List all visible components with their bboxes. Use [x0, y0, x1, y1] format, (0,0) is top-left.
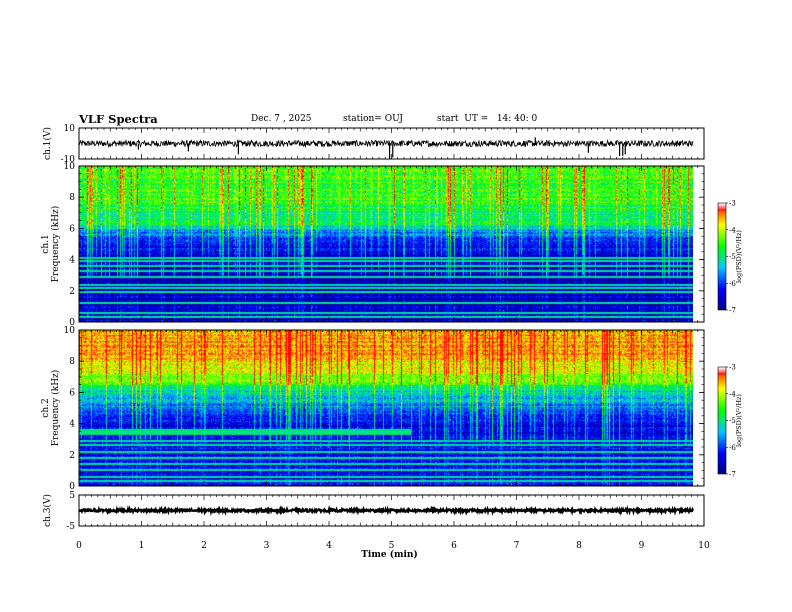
x-tick-label: 7 — [514, 541, 520, 551]
colorbar-tick-label: -4 — [729, 390, 736, 398]
x-axis-label: Time (min) — [361, 549, 418, 560]
figure-title: VLF Spectra — [79, 112, 158, 126]
y-tick-label-ch1-spectrogram: 2 — [69, 287, 75, 297]
x-tick-label: 9 — [639, 541, 645, 551]
y-tick-label-ch1-spectrogram: 10 — [64, 162, 76, 172]
colorbar-tick-label: -7 — [729, 307, 736, 315]
colorbar-tick-label: -3 — [729, 200, 736, 208]
x-tick-label: 3 — [264, 541, 270, 551]
colorbar-label: log(PSD)(V²/Hz) — [735, 230, 743, 283]
x-tick-label: 10 — [698, 541, 710, 551]
colorbar-image-ch2 — [718, 367, 726, 474]
x-tick-label: 0 — [76, 541, 82, 551]
y-tick-label-ch2-spectrogram: 6 — [69, 388, 75, 398]
colorbar-tick-label: -6 — [729, 444, 736, 452]
colorbar-tick-label: -5 — [729, 417, 736, 425]
colorbar-tick-label: -7 — [729, 471, 736, 479]
y-tick-label-ch1-spectrogram: 0 — [69, 318, 75, 328]
spectrogram-image-ch2-spectrogram — [79, 330, 693, 486]
y-tick-label-ch2-spectrogram: 2 — [69, 451, 75, 461]
station-label: station= OUJ — [343, 114, 404, 124]
y-tick-label-ch1-spectrogram: 6 — [69, 224, 75, 234]
x-tick-label: 8 — [576, 541, 582, 551]
waveform-trace-ch1-waveform — [78, 138, 694, 149]
y-axis-label-ch2-spectrogram: Frequency (kHz) — [50, 370, 61, 447]
spectrogram-image-ch1-spectrogram — [79, 166, 693, 322]
x-tick-label: 6 — [451, 541, 457, 551]
x-tick-label: 1 — [139, 541, 145, 551]
colorbar-tick-label: -4 — [729, 226, 736, 234]
x-tick-label: 5 — [389, 541, 395, 551]
y-tick-label-ch1-spectrogram: 4 — [69, 256, 75, 266]
colorbar-tick-label: -5 — [729, 253, 736, 261]
y-tick-label-ch2-spectrogram: 4 — [69, 420, 75, 430]
y-tick-label-ch3-waveform: 5 — [69, 491, 75, 501]
x-tick-label: 4 — [326, 541, 332, 551]
colorbar-tick-label: -3 — [729, 364, 736, 372]
y-tick-label-ch2-spectrogram: 0 — [69, 482, 75, 492]
date-label: Dec. 7 , 2025 — [251, 114, 312, 124]
y-tick-label-ch2-spectrogram: 8 — [69, 357, 75, 367]
y-axis-label-ch3-waveform: ch.3(V) — [42, 494, 53, 527]
y-tick-label-ch1-waveform: -10 — [61, 155, 76, 165]
y-tick-label-ch1-spectrogram: 8 — [69, 193, 75, 203]
start-time-label: start UT = 14: 40: 0 — [437, 114, 538, 124]
panel-title-ch1-spectrogram: ch.1 — [41, 234, 51, 253]
waveform-trace-ch3-waveform — [78, 504, 694, 517]
y-axis-label-ch1-waveform: ch.1(V) — [42, 127, 53, 160]
panel-title-ch2-spectrogram: ch.2 — [41, 398, 51, 417]
y-tick-label-ch3-waveform: -5 — [66, 522, 75, 532]
colorbar-image-ch1 — [718, 203, 726, 310]
colorbar-tick-label: -6 — [729, 280, 736, 288]
y-tick-label-ch1-waveform: 10 — [64, 124, 76, 134]
y-tick-label-ch2-spectrogram: 10 — [64, 326, 76, 336]
colorbar-label: log(PSD)(V²/Hz) — [735, 394, 743, 447]
x-tick-label: 2 — [201, 541, 207, 551]
y-axis-label-ch1-spectrogram: Frequency (kHz) — [50, 206, 61, 283]
